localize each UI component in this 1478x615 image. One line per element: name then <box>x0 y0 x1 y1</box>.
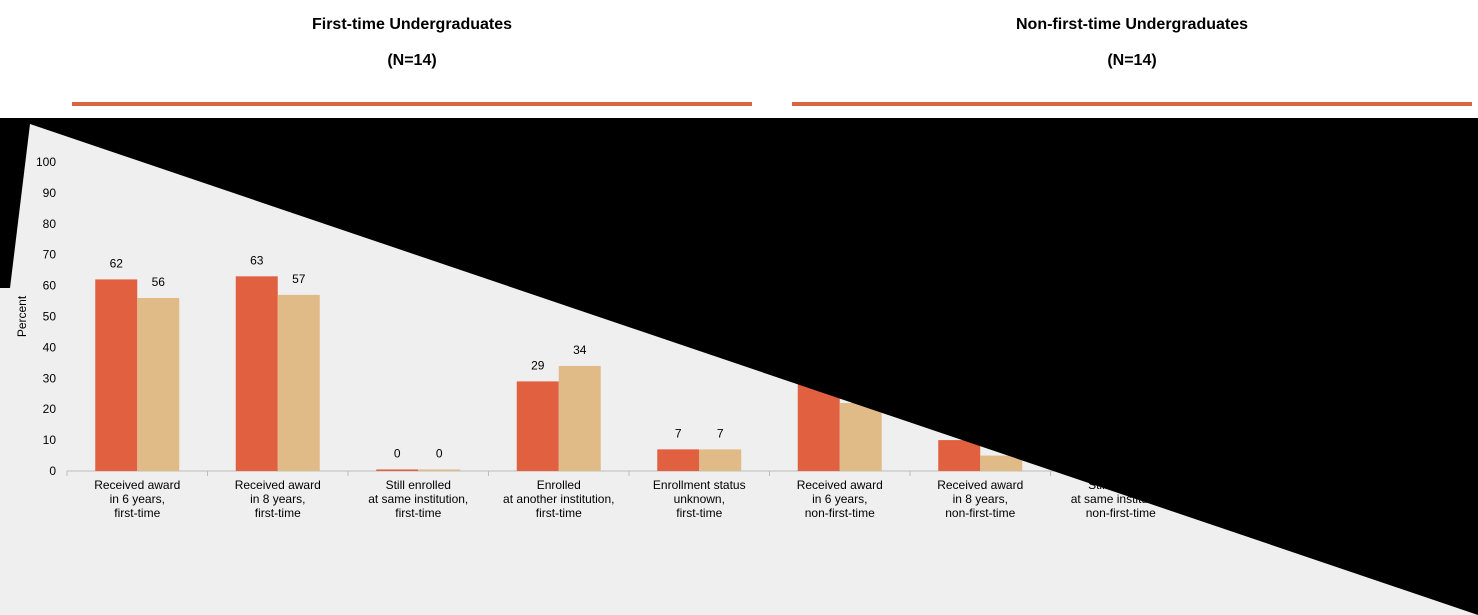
x-tick-label: first-time <box>114 506 160 520</box>
y-tick-label: 100 <box>36 155 56 169</box>
data-label: 63 <box>250 253 264 267</box>
x-tick-label: Received award <box>235 478 321 492</box>
bar <box>839 403 882 471</box>
y-tick-label: 40 <box>43 340 57 354</box>
data-label: 7 <box>717 426 724 440</box>
y-tick-label: 60 <box>43 279 57 293</box>
x-tick-label: first-time <box>255 506 301 520</box>
x-tick-label: at same institution, <box>368 492 468 506</box>
bar <box>699 449 742 471</box>
y-tick-label: 0 <box>49 464 56 478</box>
bar <box>938 440 981 471</box>
x-tick-label: in 8 years, <box>953 492 1008 506</box>
y-tick-label: 80 <box>43 217 57 231</box>
bar <box>516 381 559 471</box>
data-label: 29 <box>531 358 545 372</box>
x-tick-label: first-time <box>676 506 722 520</box>
x-tick-label: in 8 years, <box>250 492 305 506</box>
header-count: (N=14) <box>1107 52 1157 69</box>
y-axis-label: Percent <box>15 295 29 337</box>
bar <box>797 384 840 471</box>
y-tick-label: 70 <box>43 248 57 262</box>
x-tick-label: first-time <box>395 506 441 520</box>
bar <box>376 469 419 471</box>
header-rule <box>792 102 1472 106</box>
x-tick-label: Enrollment status <box>653 478 746 492</box>
y-tick-label: 50 <box>43 310 57 324</box>
bar <box>277 294 320 471</box>
x-tick-label: first-time <box>536 506 582 520</box>
x-tick-label: in 6 years, <box>812 492 867 506</box>
header-non-first-time: Non-first-time Undergraduates (N=14) <box>792 0 1472 118</box>
y-tick-label: 30 <box>43 371 57 385</box>
x-tick-label: non-first-time <box>805 506 875 520</box>
bar <box>657 449 700 471</box>
data-label: 62 <box>110 256 124 270</box>
bar <box>235 276 278 471</box>
x-tick-label: non-first-time <box>945 506 1015 520</box>
data-label: 7 <box>675 426 682 440</box>
occlusion-overlay-edge <box>0 118 30 288</box>
data-label: 34 <box>573 343 587 357</box>
y-tick-label: 20 <box>43 402 57 416</box>
x-tick-label: at another institution, <box>503 492 614 506</box>
y-tick-label: 10 <box>43 433 57 447</box>
header-title: First-time Undergraduates <box>311 16 513 33</box>
x-tick-label: in 6 years, <box>110 492 165 506</box>
bar <box>980 455 1023 471</box>
bar <box>418 469 461 471</box>
bar-chart: 0102030405060708090100Percent6256Receive… <box>0 118 1478 615</box>
x-tick-label: unknown, <box>674 492 725 506</box>
x-tick-label: Received award <box>797 478 883 492</box>
data-label: 0 <box>394 446 401 460</box>
data-label: 0 <box>436 446 443 460</box>
x-tick-label: Still enrolled <box>386 478 451 492</box>
y-tick-label: 90 <box>43 186 57 200</box>
header-title: Non-first-time Undergraduates <box>1015 16 1249 33</box>
bar <box>137 297 180 471</box>
header-count: (N=14) <box>387 52 437 69</box>
x-tick-label: Received award <box>94 478 180 492</box>
data-label: 56 <box>152 275 166 289</box>
header-rule <box>72 102 752 106</box>
header-first-time: First-time Undergraduates (N=14) <box>72 0 752 118</box>
bar <box>95 279 138 471</box>
x-tick-label: Received award <box>937 478 1023 492</box>
bar <box>558 365 601 471</box>
occlusion-overlay <box>0 118 1478 615</box>
data-label: 57 <box>292 272 306 286</box>
x-tick-label: Enrolled <box>537 478 581 492</box>
x-tick-label: non-first-time <box>1086 506 1156 520</box>
